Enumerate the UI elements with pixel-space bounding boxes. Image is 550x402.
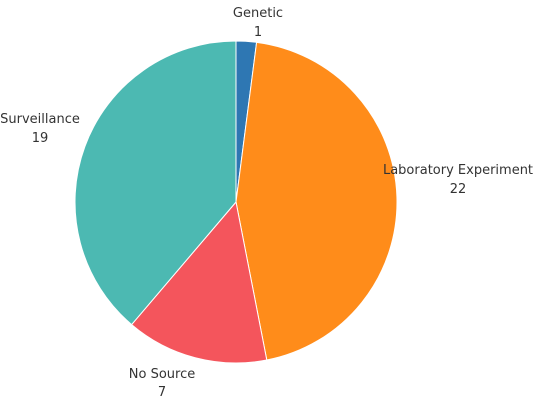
- slice-no-source[interactable]: [130, 200, 268, 364]
- slice-value-laboratory-experiment: 22: [450, 182, 467, 197]
- slice-value-genetic: 1: [254, 25, 262, 40]
- slice-laboratory-experiment[interactable]: [235, 41, 398, 361]
- slice-value-surveillance: 19: [32, 131, 49, 146]
- slice-label-surveillance: Surveillance: [0, 112, 80, 127]
- pie-slices: [74, 40, 398, 364]
- slice-value-no-source: 7: [158, 385, 166, 400]
- slice-surveillance[interactable]: [74, 40, 237, 326]
- slice-labels: Genetic 1 Laboratory Experiment 22 No Source…: [0, 6, 533, 400]
- slice-label-genetic: Genetic: [233, 6, 283, 21]
- slice-label-no-source: No Source: [129, 367, 195, 382]
- slice-label-laboratory-experiment: Laboratory Experiment: [383, 163, 533, 178]
